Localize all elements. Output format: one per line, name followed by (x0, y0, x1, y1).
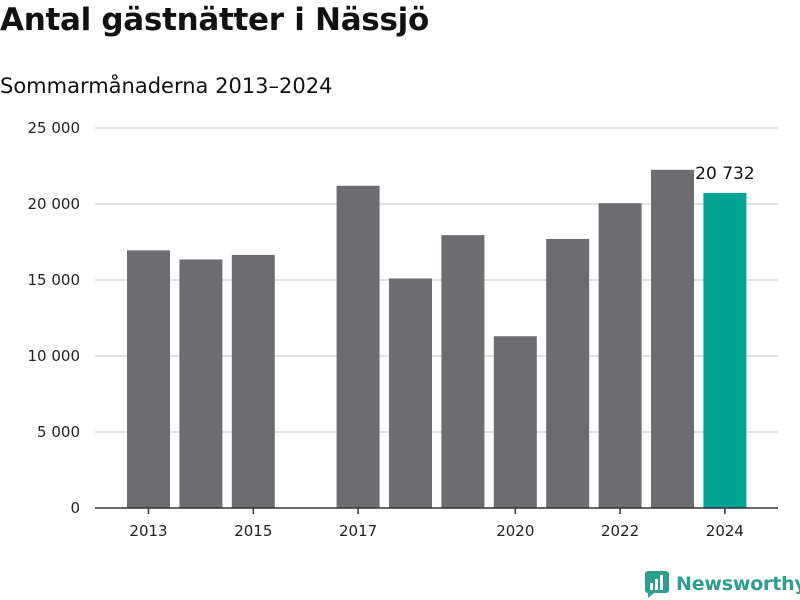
y-tick-label: 15 000 (28, 271, 81, 289)
bar (651, 169, 694, 509)
bar (389, 278, 432, 508)
x-tick-label: 2020 (496, 522, 534, 540)
x-tick-label: 2015 (234, 522, 272, 540)
newsworthy-logo-icon (645, 571, 669, 598)
x-tick-label: 2017 (339, 522, 377, 540)
brand-name: Newsworthy (676, 573, 800, 595)
x-tick-label: 2024 (706, 522, 744, 540)
bar-highlight (703, 192, 747, 508)
bar (336, 185, 380, 508)
chart-title: Antal gästnätter i Nässjö (0, 2, 429, 38)
x-tick-label: 2022 (601, 522, 639, 540)
chart-subtitle: Sommarmånaderna 2013–2024 (0, 74, 333, 98)
y-tick-label: 0 (70, 499, 80, 517)
bar (598, 203, 642, 509)
bar (546, 238, 590, 508)
y-tick-label: 25 000 (28, 119, 81, 137)
x-tick-label: 2013 (129, 522, 167, 540)
bar (441, 235, 485, 508)
bar (231, 254, 275, 508)
bar (127, 250, 170, 509)
brand-logo: Newsworthy (644, 570, 800, 598)
y-tick-label: 10 000 (28, 347, 81, 365)
data-label: 20 732 (695, 164, 754, 184)
bar (179, 259, 223, 508)
bar (493, 336, 537, 508)
y-tick-label: 20 000 (28, 195, 81, 213)
y-tick-label: 5 000 (37, 423, 80, 441)
